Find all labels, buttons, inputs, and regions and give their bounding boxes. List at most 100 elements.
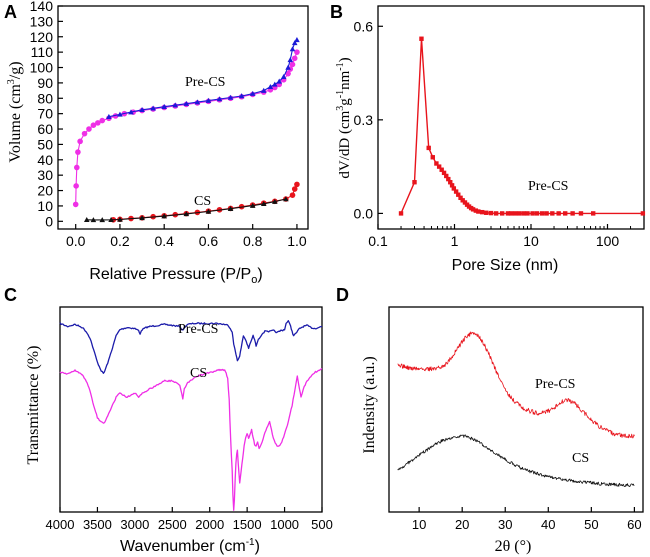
panel-a-point (86, 126, 92, 132)
panel-b-ytick-label: 0.0 (354, 205, 374, 221)
panel-d-xtick-label: 60 (627, 517, 641, 532)
panel-c-xtick-label: 2500 (158, 517, 187, 532)
panel-a-label-cs: CS (194, 194, 211, 209)
panel-a-point (75, 149, 81, 155)
panel-b-point (430, 155, 435, 160)
panel-b-point (578, 211, 584, 216)
panel-a-point (260, 87, 267, 93)
panel-b-point (544, 211, 549, 216)
panel-b-point (412, 180, 417, 185)
panel-d-frame (388, 306, 644, 513)
panel-a-point (73, 183, 79, 189)
panel-b-point (449, 183, 455, 188)
panel-a-point (249, 202, 256, 208)
panel-d-series-line (397, 331, 635, 439)
panel-d-plot-area: 10 20 30 40 50 60 (388, 306, 644, 532)
panel-a-ytick-label: 70 (37, 106, 53, 122)
panel-a-point (150, 105, 156, 111)
panel-b-point (484, 210, 489, 215)
panel-a-point (283, 196, 289, 202)
panel-a-point (117, 111, 123, 117)
panel-a-xtick-label: 0.8 (243, 233, 263, 249)
panel-a-series-line (86, 198, 287, 221)
panel-b-point (493, 211, 499, 216)
panel-b-point (451, 186, 457, 191)
panel-d-xlabel: 2θ (°) (495, 538, 532, 555)
panel-b-point (456, 192, 461, 197)
panel-b-point (563, 211, 568, 216)
panel-c-plot-area: 4000 3500 3000 2500 2000 1500 1000 500 (46, 306, 333, 532)
panel-a-isotherm: 0.0 0.2 0.4 0.6 0.8 1.0 0102030405060708090100… (6, 0, 309, 286)
panel-b-point (512, 211, 518, 216)
panel-a-point (285, 64, 291, 70)
panel-a-point (161, 103, 167, 109)
panel-a-ytick-label: 120 (30, 29, 54, 45)
panel-b-point (398, 211, 404, 216)
panel-a-xtick-label: 0.4 (154, 233, 174, 249)
panel-a-point (72, 201, 79, 208)
panel-a-point (99, 117, 106, 124)
panel-a-point (249, 90, 256, 96)
panel-c-xtick-label: 500 (311, 517, 333, 532)
panel-b-point (448, 180, 453, 185)
panel-a-point (216, 96, 223, 102)
panel-a-ytick-label: 30 (37, 167, 53, 183)
panel-a-ytick-label: 100 (30, 60, 54, 76)
panel-b-point (476, 209, 481, 214)
panel-b-xtick-label: 10 (523, 233, 539, 249)
panel-a-point (83, 216, 90, 223)
panel-b-point (434, 161, 439, 166)
panel-a-point (139, 107, 145, 113)
panel-a-point (227, 205, 234, 211)
panel-b-point (556, 211, 561, 216)
panel-b-point (590, 211, 596, 216)
panel-b-frame (377, 5, 645, 230)
panel-a-ytick-label: 50 (37, 136, 53, 152)
panel-a-point (205, 97, 212, 103)
panel-letter-d: D (336, 285, 349, 305)
panel-a-point (289, 46, 296, 52)
panel-d-xtick-label: 40 (541, 517, 555, 532)
panel-a-xtick-label: 0.6 (199, 233, 219, 249)
panel-a-plot-area: 0.0 0.2 0.4 0.6 0.8 1.0 0102030405060708090100… (30, 0, 309, 249)
panel-a-point (272, 198, 278, 204)
panel-b-point (426, 145, 431, 151)
panel-a-point (205, 208, 212, 214)
panel-a-ytick-label: 10 (37, 198, 53, 214)
panel-d-xtick-label: 10 (412, 517, 426, 532)
panel-a-point (90, 217, 97, 223)
panel-a-point (291, 55, 298, 62)
panel-c-xtick-label: 1500 (233, 517, 262, 532)
panel-b-ytick-label: 0.6 (354, 18, 374, 34)
panel-d-xrd: 10 20 30 40 50 60 2θ (°) Indensity (a.u.) Pre… (361, 306, 644, 555)
panel-b-point (534, 211, 540, 216)
panel-c-frame (59, 306, 323, 513)
panel-c-label-pre-cs: Pre-CS (178, 322, 218, 337)
panel-c-ftir: 4000 3500 3000 2500 2000 1500 1000 500 Wavenumb… (25, 306, 333, 555)
panel-a-ytick-label: 60 (37, 121, 53, 137)
panel-b-point (505, 211, 511, 216)
panel-a-point (95, 120, 101, 126)
panel-d-xtick-label: 30 (498, 517, 512, 532)
panel-a-point (294, 181, 300, 188)
panel-a-point (77, 138, 83, 145)
panel-a-point (267, 83, 274, 89)
panel-b-point (439, 167, 444, 172)
panel-a-point (294, 37, 300, 43)
panel-b-point (479, 209, 485, 215)
panel-a-ytick-label: 90 (37, 75, 53, 91)
panel-b-point (458, 195, 463, 201)
panel-a-point (285, 70, 291, 77)
panel-a-point (90, 122, 97, 128)
panel-b-point (525, 211, 530, 216)
panel-a-point (291, 40, 298, 46)
panel-c-ylabel: Transmittance (%) (25, 346, 42, 465)
panel-a-point (272, 81, 278, 87)
panel-b-point (453, 189, 459, 194)
panel-b-plot-area: 0.1 1 10 100 0.0 0.3 0.6 (354, 5, 646, 249)
panel-c-xtick-label: 1000 (270, 517, 299, 532)
panel-a-ylabel: Volume (cm3/g) (6, 61, 24, 162)
panel-a-point (227, 94, 234, 100)
panel-a-xtick-label: 1.0 (287, 233, 307, 249)
panel-a-ytick-label: 0 (45, 213, 53, 229)
